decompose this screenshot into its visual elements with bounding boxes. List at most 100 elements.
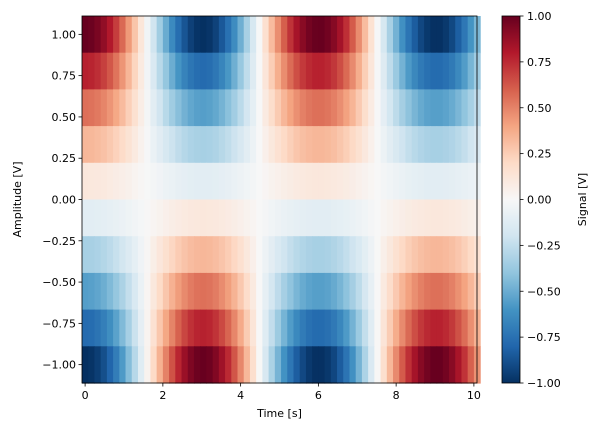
heatmap-cell — [256, 199, 263, 237]
heatmap-cell — [162, 272, 170, 311]
heatmap-cell — [200, 236, 208, 274]
heatmap-cell — [156, 272, 164, 311]
heatmap-cell — [337, 272, 344, 311]
heatmap-cell — [212, 236, 220, 274]
heatmap-cell — [119, 272, 127, 311]
heatmap-cell — [243, 272, 251, 311]
heatmap-cell — [200, 272, 208, 311]
heatmap-cell — [368, 52, 375, 90]
heatmap-cell — [411, 126, 419, 164]
heatmap-cell — [461, 309, 469, 347]
heatmap-cell — [305, 236, 313, 274]
heatmap-cell — [455, 236, 463, 274]
heatmap-cell — [461, 126, 469, 164]
heatmap-cell — [449, 346, 456, 384]
heatmap-cell — [405, 16, 413, 54]
heatmap-cell — [113, 236, 120, 274]
heatmap-cell — [237, 126, 245, 164]
heatmap-cell — [393, 126, 400, 164]
heatmap-cell — [399, 16, 407, 54]
heatmap-cell — [175, 236, 183, 274]
heatmap-cell — [399, 89, 407, 127]
colorbar-tick-label: −0.50 — [527, 285, 561, 298]
heatmap-cell — [361, 126, 369, 164]
heatmap-cell — [361, 162, 369, 201]
heatmap-cell — [131, 272, 139, 311]
heatmap-cell — [393, 52, 400, 90]
heatmap-cell — [330, 52, 338, 90]
heatmap-cell — [231, 272, 239, 311]
heatmap-cell — [436, 162, 444, 201]
heatmap-cell — [337, 346, 344, 384]
heatmap-cell — [393, 162, 400, 201]
heatmap-cell — [467, 199, 475, 237]
heatmap-cell — [330, 236, 338, 274]
heatmap-cell — [312, 89, 319, 127]
heatmap-cell — [150, 162, 158, 201]
heatmap-cell — [150, 126, 158, 164]
heatmap-cell — [175, 126, 183, 164]
heatmap-cell — [393, 309, 400, 347]
heatmap-cell — [175, 16, 183, 54]
heatmap-cell — [106, 89, 114, 127]
heatmap-cell — [330, 16, 338, 54]
heatmap-cell — [293, 346, 301, 384]
heatmap-cell — [380, 89, 388, 127]
heatmap-cell — [299, 309, 307, 347]
heatmap-cell — [424, 126, 431, 164]
heatmap-cell — [424, 162, 431, 201]
heatmap-cell — [200, 52, 208, 90]
heatmap-cell — [106, 346, 114, 384]
heatmap-cell — [281, 16, 288, 54]
heatmap-cell — [231, 126, 239, 164]
heatmap-cell — [137, 162, 145, 201]
heatmap-cell — [137, 272, 145, 311]
heatmap-cell — [374, 236, 382, 274]
heatmap-cell — [324, 16, 332, 54]
heatmap-cell — [262, 236, 270, 274]
heatmap-cell — [430, 309, 438, 347]
heatmap-cell — [330, 162, 338, 201]
heatmap-cell — [218, 272, 226, 311]
heatmap-cell — [318, 89, 326, 127]
heatmap-cell — [144, 199, 152, 237]
heatmap-cell — [349, 126, 357, 164]
heatmap-cell — [212, 126, 220, 164]
heatmap-cell — [343, 162, 351, 201]
heatmap-cell — [337, 52, 344, 90]
heatmap-cell — [206, 16, 214, 54]
heatmap-cell — [88, 126, 96, 164]
heatmap-cell — [274, 126, 282, 164]
heatmap-cell — [436, 199, 444, 237]
heatmap-cell — [467, 89, 475, 127]
heatmap-cell — [337, 309, 344, 347]
y-tick-label: −0.50 — [42, 276, 76, 289]
heatmap-cell — [175, 162, 183, 201]
heatmap-cell — [405, 162, 413, 201]
heatmap-cell — [243, 236, 251, 274]
heatmap-cell — [212, 272, 220, 311]
heatmap-cell — [405, 272, 413, 311]
heatmap-cell — [100, 162, 108, 201]
heatmap-cell — [305, 199, 313, 237]
heatmap-cell — [100, 272, 108, 311]
heatmap-cell — [449, 162, 456, 201]
heatmap-cell — [106, 52, 114, 90]
heatmap-cell — [262, 16, 270, 54]
heatmap-cell — [380, 236, 388, 274]
heatmap-cell — [305, 126, 313, 164]
heatmap-cell — [100, 16, 108, 54]
heatmap-cell — [162, 162, 170, 201]
heatmap-cell — [200, 199, 208, 237]
heatmap-cell — [193, 89, 201, 127]
heatmap-cell — [187, 199, 195, 237]
heatmap-cell — [156, 199, 164, 237]
heatmap-cell — [287, 236, 295, 274]
heatmap-cell — [100, 199, 108, 237]
heatmap-cell — [137, 346, 145, 384]
heatmap-cell — [380, 16, 388, 54]
heatmap-cell — [281, 162, 288, 201]
heatmap-cell — [343, 52, 351, 90]
heatmap-cell — [94, 199, 102, 237]
heatmap-cell — [193, 309, 201, 347]
